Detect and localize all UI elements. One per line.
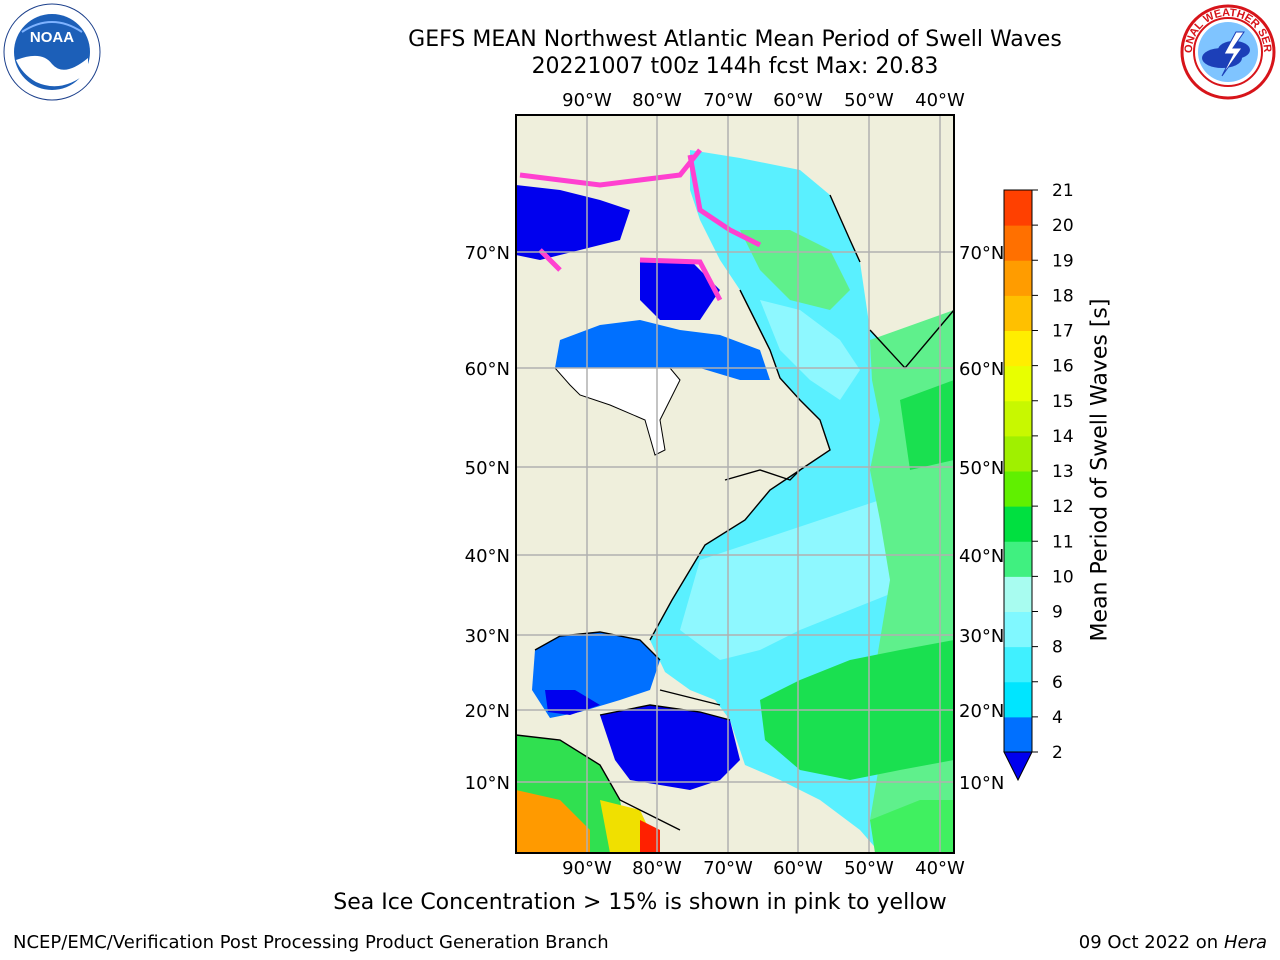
- lon-label: 50°W: [844, 90, 894, 111]
- lat-label: 30°N: [465, 626, 510, 647]
- colorbar-segment: [1004, 471, 1032, 507]
- map-frame: [515, 114, 955, 854]
- colorbar-segment: [1004, 260, 1032, 296]
- ocean-9s-band-north: [740, 230, 850, 310]
- colorbar-segment: [1004, 330, 1032, 367]
- lon-label: 40°W: [915, 858, 965, 879]
- colorbar-tick-label: 11: [1052, 532, 1074, 552]
- colorbar-tick-label: 2: [1052, 743, 1063, 763]
- ocean-10s-band-south: [870, 800, 954, 853]
- colorbar-segment: [1004, 611, 1032, 648]
- colorbar-tick-label: 12: [1052, 497, 1074, 517]
- colorbar-tick-label: 20: [1052, 216, 1074, 236]
- national-weather-service-logo-icon: NATIONAL WEATHER SERVICE: [1178, 2, 1276, 100]
- lon-label: 80°W: [632, 90, 682, 111]
- lon-label: 80°W: [632, 858, 682, 879]
- lat-labels-left: 70°N 60°N 50°N 40°N 30°N 20°N 10°N: [465, 243, 510, 794]
- colorbar-segment: [1004, 506, 1032, 542]
- noaa-logo-icon: NOAA: [3, 3, 101, 101]
- lon-label: 90°W: [562, 90, 612, 111]
- lon-label: 60°W: [773, 90, 823, 111]
- colorbar-tick-label: 10: [1052, 567, 1074, 587]
- colorbar-segment: [1004, 541, 1032, 577]
- gridlines: [516, 115, 954, 853]
- lat-label: 10°N: [465, 773, 510, 794]
- colorbar-segment: [1004, 681, 1032, 718]
- lat-label: 30°N: [959, 626, 1004, 647]
- colorbar-tick-label: 4: [1052, 708, 1063, 728]
- lon-label: 50°W: [844, 858, 894, 879]
- colorbar-segment: [1004, 365, 1032, 402]
- chart-title: GEFS MEAN Northwest Atlantic Mean Period…: [408, 27, 1062, 52]
- footer-credit: NCEP/EMC/Verification Post Processing Pr…: [13, 932, 609, 953]
- lat-label: 40°N: [465, 546, 510, 567]
- colorbar-label: Mean Period of Swell Waves [s]: [1087, 298, 1113, 642]
- pacific-high-field: [516, 790, 590, 853]
- lat-label: 50°N: [465, 458, 510, 479]
- colorbar-segment: [1004, 295, 1032, 331]
- footer-host: Hera: [1223, 932, 1267, 953]
- colorbar-tick-label: 16: [1052, 357, 1074, 377]
- chart-subtitle: 20221007 t00z 144h fcst Max: 20.83: [531, 54, 939, 79]
- colorbar: 2 4 6 8 9 10 11 12 13 14 15 16 17 18 19 20 21: [1003, 181, 1074, 782]
- lat-label: 10°N: [959, 773, 1004, 794]
- ocean-light-band-north: [760, 300, 860, 400]
- hudson-bay-field: [555, 320, 770, 380]
- arctic-channel-field: [516, 185, 630, 260]
- sea-ice-note: Sea Ice Concentration > 15% is shown in …: [333, 890, 947, 915]
- lon-label: 90°W: [562, 858, 612, 879]
- colorbar-tick-label: 18: [1052, 286, 1074, 306]
- lat-label: 40°N: [959, 546, 1004, 567]
- colorbar-tick-label: 6: [1052, 673, 1063, 693]
- sea-ice-edge: [519, 148, 762, 302]
- hudson-bay-deep: [640, 260, 720, 320]
- colorbar-tick-label: 8: [1052, 638, 1063, 658]
- colorbar-tick-label: 9: [1052, 603, 1063, 623]
- colorbar-segment: [1004, 225, 1032, 261]
- lon-label: 60°W: [773, 858, 823, 879]
- caribbean-field: [600, 705, 740, 790]
- colorbar-segment: [1004, 646, 1032, 683]
- colorbar-under-triangle: [1003, 751, 1033, 782]
- colorbar-tick-label: 19: [1052, 251, 1074, 271]
- footer-date: 09 Oct 2022 on Hera: [1079, 932, 1267, 953]
- colorbar-tick-label: 13: [1052, 462, 1074, 482]
- lon-label: 70°W: [703, 90, 753, 111]
- colorbar-tick-label: 17: [1052, 322, 1074, 342]
- lon-labels-bottom: 90°W 80°W 70°W 60°W 50°W 40°W: [562, 858, 965, 879]
- colorbar-segment: [1004, 190, 1032, 226]
- pacific-peak-field: [640, 820, 660, 853]
- colorbar-segment: [1004, 576, 1032, 612]
- colorbar-tick-label: 14: [1052, 427, 1074, 447]
- lon-label: 70°W: [703, 858, 753, 879]
- lat-label: 60°N: [465, 359, 510, 380]
- lat-label: 20°N: [959, 701, 1004, 722]
- lat-label: 70°N: [465, 243, 510, 264]
- colorbar-segment: [1004, 435, 1032, 472]
- map-canvas: [516, 115, 954, 853]
- svg-text:NOAA: NOAA: [30, 29, 74, 46]
- colorbar-segment: [1004, 400, 1032, 437]
- colorbar-tick-label: 15: [1052, 392, 1074, 412]
- lon-label: 40°W: [915, 90, 965, 111]
- lat-label: 20°N: [465, 701, 510, 722]
- lat-label: 50°N: [959, 458, 1004, 479]
- lat-label: 60°N: [959, 359, 1004, 380]
- lat-label: 70°N: [959, 243, 1004, 264]
- lat-labels-right: 70°N 60°N 50°N 40°N 30°N 20°N 10°N: [959, 243, 1004, 794]
- colorbar-tick-label: 21: [1052, 181, 1074, 201]
- footer-date-text: 09 Oct 2022 on: [1078, 932, 1224, 953]
- lon-labels-top: 90°W 80°W 70°W 60°W 50°W 40°W: [562, 90, 965, 111]
- colorbar-segment: [1004, 716, 1032, 753]
